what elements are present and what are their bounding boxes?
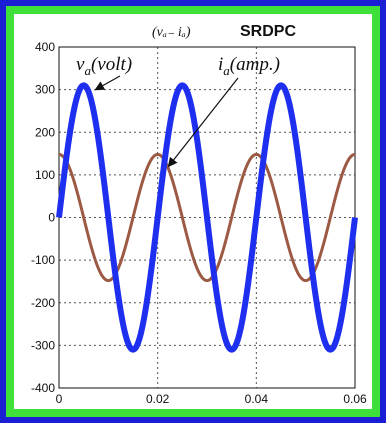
chart-title-math: (vₐ₋ iₐ) [152,25,191,40]
series-ia-line [58,152,356,283]
x-tick-labels: 0 0.02 0.04 0.06 [56,392,367,406]
figure-background [14,14,372,409]
y-tick-label: 200 [35,125,55,139]
y-tick-label: -100 [31,253,55,267]
series-va-line [56,82,358,353]
y-tick-label: 400 [35,40,55,54]
x-tick-label: 0.02 [146,392,170,406]
y-tick-label: 100 [35,168,55,182]
annotation-va-label: va(volt) [76,54,132,78]
y-tick-labels: -400 -300 -200 -100 0 100 200 300 400 [31,40,55,395]
annotation-va: va(volt) [76,54,132,91]
y-tick-label: -300 [31,338,55,352]
y-tick-label: -400 [31,381,55,395]
x-tick-label: 0.06 [343,392,367,406]
annotation-va-arrow [94,75,121,91]
annotation-ia-arrow [167,77,239,168]
y-tick-label: 300 [35,83,55,97]
x-tick-label: 0 [56,392,63,406]
figure-frame-inner [6,6,380,417]
chart-title-text: SRDPC [240,23,296,40]
y-tick-label: -200 [31,296,55,310]
x-tick-label: 0.04 [245,392,269,406]
y-tick-label: 0 [48,211,55,225]
annotation-ia-label: ia(amp.) [218,54,280,78]
annotation-ia: ia(amp.) [167,54,280,168]
